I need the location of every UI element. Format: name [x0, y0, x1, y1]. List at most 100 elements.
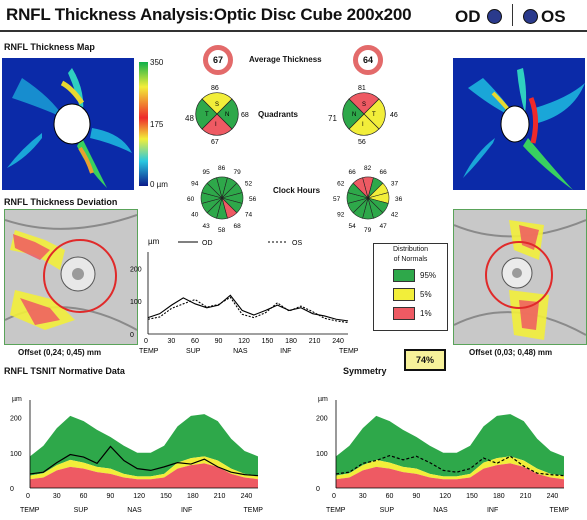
od-clock-value-6: 68	[234, 223, 242, 230]
thickness-map-heading: RNFL Thickness Map	[4, 42, 95, 52]
os-clock-value-12: 66	[349, 169, 357, 176]
os-tsnit-y-tick-100: 100	[316, 451, 328, 458]
os-tsnit-region-label-4: TEMP	[550, 507, 570, 514]
os-quadrant-t-value: 71	[328, 114, 337, 123]
od-tsnit-x-tick-180: 180	[187, 493, 199, 500]
thickness-deviation-heading: RNFL Thickness Deviation	[4, 197, 118, 207]
od-tsnit-y-tick-0: 0	[10, 486, 14, 493]
od-quadrant-n-value: 68	[241, 112, 249, 119]
od-tsnit-y-tick-100: 100	[10, 451, 22, 458]
center-y-tick-0: 0	[130, 332, 134, 339]
os-tsnit-x-tick-30: 30	[359, 493, 367, 500]
legend-swatch-95	[393, 269, 415, 282]
center-y-tick-100: 100	[130, 299, 142, 306]
center-region-label-3: INF	[280, 348, 291, 355]
legend-swatch-1	[393, 307, 415, 320]
center-x-tick-60: 60	[191, 338, 199, 345]
os-clock-value-8: 54	[349, 223, 357, 230]
normals-distribution-legend: Distribution of Normals 95% 5% 1%	[373, 243, 448, 331]
os-tsnit-x-tick-90: 90	[412, 493, 420, 500]
os-offset-label: Offset (0,03; 0,48) mm	[469, 348, 553, 357]
os-clock-value-7: 79	[364, 227, 372, 234]
od-clock-value-2: 79	[234, 169, 242, 176]
os-tsnit-series-os-line	[335, 454, 565, 477]
os-average-thickness-badge: 64	[353, 45, 383, 75]
od-tsnit-region-label-3: INF	[181, 507, 192, 514]
od-quadrant-i-value: 67	[211, 139, 219, 146]
od-tsnit-x-tick-30: 30	[53, 493, 61, 500]
average-thickness-label: Average Thickness	[249, 55, 322, 64]
os-tsnit-y-tick-0: 0	[316, 486, 320, 493]
report-header: RNFL Thickness Analysis:Optic Disc Cube …	[0, 0, 587, 32]
tsnit-heading: RNFL TSNIT Normative Data	[4, 366, 125, 376]
os-tsnit-x-tick-180: 180	[493, 493, 505, 500]
os-quadrant-i-value: 56	[358, 139, 366, 146]
od-tsnit-x-tick-0: 0	[26, 493, 30, 500]
os-deviation-map	[453, 209, 587, 345]
od-tsnit-chart: µm 200 100 0 0 30 60 90 120 150 180 210 240 TEMP SUP NA…	[10, 396, 263, 514]
od-clock-value-12: 95	[203, 169, 211, 176]
os-eye-indicator-icon	[523, 9, 538, 24]
legend-label-1: 1%	[420, 309, 432, 318]
os-tsnit-chart: µm 200 100 0 0 30 60 90 120 150 180 210 240 TEMP SUP NA…	[316, 396, 570, 514]
os-quadrant-letter-s: S	[362, 102, 366, 108]
od-clock-value-3: 52	[245, 181, 253, 188]
od-clock-value-11: 94	[191, 181, 199, 188]
quadrants-label: Quadrants	[258, 110, 299, 119]
os-quadrant-letter-n: N	[352, 112, 356, 118]
od-quadrant-t-value: 48	[185, 114, 194, 123]
os-clock-value-6: 47	[380, 223, 388, 230]
od-deviation-map	[4, 209, 138, 345]
center-x-tick-90: 90	[215, 338, 223, 345]
od-thickness-map	[2, 58, 134, 190]
symmetry-value-box: 74%	[404, 349, 446, 371]
os-tsnit-x-tick-150: 150	[466, 493, 478, 500]
od-tsnit-outside-1-band	[30, 463, 258, 488]
od-clock-value-5: 74	[245, 212, 253, 219]
thickness-colorbar	[139, 62, 148, 186]
os-tsnit-region-label-0: TEMP	[326, 507, 346, 514]
od-tsnit-x-tick-90: 90	[106, 493, 114, 500]
center-x-tick-0: 0	[144, 338, 148, 345]
od-tsnit-borderline-5-band	[30, 456, 258, 480]
legend-title-line1: Distribution	[392, 246, 428, 253]
center-profile-chart: µm OD OS 200 100 0 0 30 60 90 120 150 180 210 240 TE…	[130, 237, 358, 355]
legend-swatch-5	[393, 288, 415, 301]
od-tsnit-x-tick-150: 150	[160, 493, 172, 500]
colorbar-mid-label: 175	[150, 120, 164, 129]
os-clock-value-1: 82	[364, 165, 372, 172]
od-offset-label: Offset (0,24; 0,45) mm	[18, 348, 102, 357]
colorbar-max-label: 350	[150, 58, 164, 67]
os-tsnit-region-label-3: INF	[487, 507, 498, 514]
od-tsnit-unit-label: µm	[12, 396, 22, 403]
os-quadrant-letter-i: I	[362, 122, 364, 128]
os-tsnit-normal-95-band	[336, 414, 564, 477]
od-tsnit-x-tick-120: 120	[133, 493, 145, 500]
center-x-tick-150: 150	[262, 338, 274, 345]
od-average-thickness-badge: 67	[203, 45, 233, 75]
os-tsnit-borderline-5-band	[336, 456, 564, 480]
os-eye-label: OS	[541, 7, 566, 26]
od-tsnit-region-label-2: NAS	[127, 507, 142, 514]
od-quadrant-chart: S N I T 86 68 67	[195, 85, 249, 146]
os-tsnit-region-label-2: NAS	[433, 507, 448, 514]
os-tsnit-unit-label: µm	[318, 396, 328, 403]
od-clock-value-7: 58	[218, 227, 226, 234]
od-tsnit-region-label-0: TEMP	[20, 507, 40, 514]
os-clock-value-2: 66	[380, 169, 388, 176]
center-region-label-2: NAS	[233, 348, 248, 355]
od-tsnit-normal-95-band	[30, 414, 258, 477]
legend-label-95: 95%	[420, 271, 437, 280]
os-tsnit-y-tick-200: 200	[316, 416, 328, 423]
od-tsnit-series-od-line	[29, 445, 259, 477]
center-y-tick-200: 200	[130, 266, 142, 273]
center-chart-unit-label: µm	[148, 237, 160, 246]
od-clock-value-8: 43	[203, 223, 211, 230]
od-quadrant-letter-s: S	[215, 102, 219, 108]
clock-hours-label: Clock Hours	[273, 186, 321, 195]
os-tsnit-x-tick-60: 60	[386, 493, 394, 500]
center-x-tick-180: 180	[285, 338, 297, 345]
od-eye-indicator-icon	[487, 9, 502, 24]
